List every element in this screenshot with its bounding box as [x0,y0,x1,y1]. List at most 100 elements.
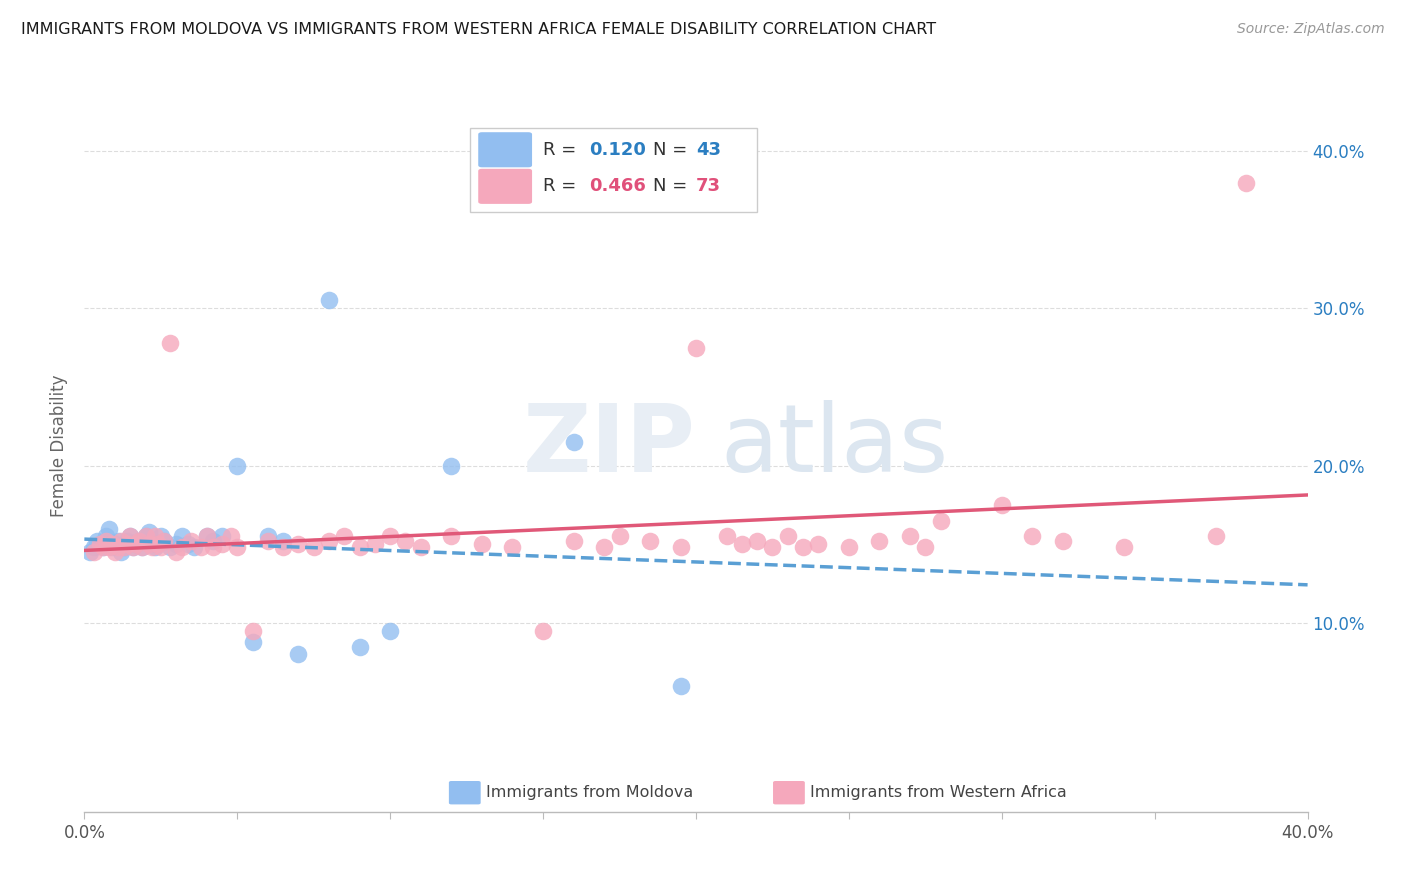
Text: N =: N = [654,178,693,195]
Point [125,537,148,551]
Point [120,529,142,543]
Point [165,537,187,551]
Point [593,541,616,555]
Point [115,534,138,549]
Point [149,529,172,543]
Text: Immigrants from Moldova: Immigrants from Moldova [485,785,693,800]
Point [440,529,463,543]
Point [138,524,160,539]
Point [271,534,294,549]
Point [731,537,754,551]
Text: R =: R = [543,141,582,159]
Point [318,534,340,549]
Point [143,529,166,543]
Point [112,541,135,555]
Point [107,534,129,549]
Point [502,541,524,555]
Point [807,537,830,551]
Point [83,545,105,559]
FancyBboxPatch shape [478,132,531,168]
Point [110,534,132,549]
Point [97,541,120,555]
Text: R =: R = [543,178,582,195]
Point [716,529,738,543]
Point [110,545,132,559]
Point [135,529,157,543]
Point [91,541,114,555]
Point [776,529,799,543]
Point [125,537,148,551]
Point [135,529,157,543]
Point [929,514,952,528]
Point [271,541,294,555]
Point [380,624,402,638]
Point [287,648,309,662]
Point [1114,541,1136,555]
Point [991,498,1014,512]
Text: 0.120: 0.120 [589,141,647,159]
Point [1021,529,1043,543]
Text: N =: N = [654,141,693,159]
Point [112,541,135,555]
Point [94,534,117,549]
Point [364,537,387,551]
Point [747,534,769,549]
Point [165,545,187,559]
Text: 0.466: 0.466 [589,178,647,195]
Point [89,537,111,551]
Point [609,529,631,543]
Point [914,541,936,555]
Text: ZIP: ZIP [523,400,696,492]
Point [183,541,205,555]
Point [318,293,340,308]
Point [131,541,153,555]
Point [180,534,202,549]
Point [153,534,176,549]
Point [122,541,145,555]
Point [104,537,127,551]
Point [226,458,249,473]
Point [172,529,194,543]
Point [107,541,129,555]
Point [349,640,371,654]
Point [211,529,233,543]
Point [138,537,160,551]
Point [201,534,224,549]
Point [257,529,280,543]
Point [669,541,692,555]
Text: 43: 43 [696,141,721,159]
Point [89,537,111,551]
Point [190,541,212,555]
Point [211,537,233,551]
Point [101,537,124,551]
Point [120,529,142,543]
Point [333,529,356,543]
FancyBboxPatch shape [478,169,531,204]
Point [219,529,242,543]
Point [562,435,585,450]
Y-axis label: Female Disability: Female Disability [51,375,69,517]
Point [91,541,114,555]
Point [159,541,181,555]
Point [94,529,117,543]
Point [79,545,101,559]
Text: Source: ZipAtlas.com: Source: ZipAtlas.com [1237,22,1385,37]
Point [1236,176,1258,190]
Point [122,541,145,555]
Point [128,534,150,549]
Point [1205,529,1227,543]
Point [302,541,325,555]
Point [172,541,194,555]
Point [669,679,692,693]
Point [761,541,783,555]
Point [242,635,264,649]
Point [115,537,138,551]
Point [153,534,176,549]
Point [869,534,891,549]
Point [143,541,166,555]
Point [898,529,921,543]
Point [394,534,416,549]
Point [201,541,224,555]
Point [257,534,280,549]
Point [349,541,371,555]
